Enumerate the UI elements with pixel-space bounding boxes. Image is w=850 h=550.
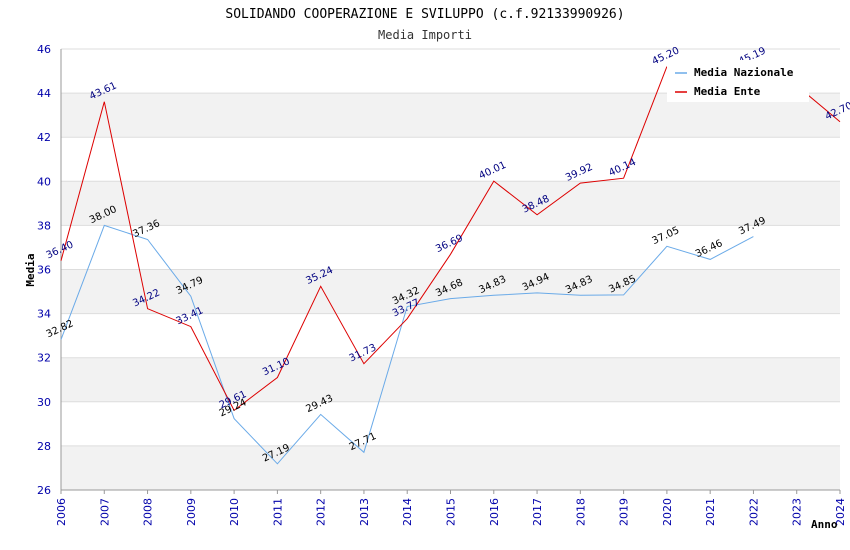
data-label: 36.69 (434, 233, 465, 255)
data-label: 36.46 (694, 238, 725, 260)
y-tick-label: 32 (37, 352, 51, 365)
axes (60, 49, 841, 494)
x-tick-label: 2008 (142, 498, 155, 526)
x-tick-label: 2019 (618, 498, 631, 526)
grid-band (61, 357, 840, 402)
grid-band (61, 269, 840, 314)
x-tick-label: 2022 (747, 498, 760, 526)
x-tick-labels: 2006 2007 2008 2009 2010 2011 2012 2013 2014 2015… (55, 498, 847, 526)
legend-label: Media Nazionale (694, 66, 794, 79)
y-tick-label: 34 (37, 308, 51, 321)
y-tick-label: 28 (37, 440, 51, 453)
x-tick-label: 2015 (445, 498, 458, 526)
y-tick-label: 26 (37, 484, 51, 497)
legend: Media Nazionale Media Ente (667, 60, 809, 102)
data-label: 40.01 (477, 160, 508, 182)
x-tick-label: 2021 (704, 498, 717, 526)
x-tick-label: 2011 (271, 498, 284, 526)
x-tick-label: 2016 (488, 498, 501, 526)
y-tick-label: 38 (37, 219, 51, 232)
grid-bands (61, 93, 840, 490)
x-tick-label: 2020 (661, 498, 674, 526)
y-tick-label: 36 (37, 264, 51, 277)
data-label: 40.14 (607, 157, 638, 179)
x-tick-label: 2012 (315, 498, 328, 526)
x-tick-label: 2018 (574, 498, 587, 526)
x-tick-label: 2013 (358, 498, 371, 526)
y-axis-label: Media (24, 253, 37, 286)
y-tick-label: 42 (37, 131, 51, 144)
y-tick-label: 44 (37, 87, 51, 100)
chart-title: SOLIDANDO COOPERAZIONE E SVILUPPO (c.f.9… (225, 7, 624, 22)
x-tick-label: 2010 (228, 498, 241, 526)
x-tick-label: 2014 (401, 498, 414, 526)
x-tick-label: 2007 (98, 498, 111, 526)
x-tick-label: 2009 (185, 498, 198, 526)
chart-subtitle: Media Importi (378, 28, 472, 42)
y-tick-label: 30 (37, 396, 51, 409)
series-line-media-nazionale (60, 224, 754, 465)
grid-lines (61, 48, 840, 491)
x-tick-label: 2024 (834, 498, 847, 526)
x-tick-label: 2023 (791, 498, 804, 526)
data-label: 36.40 (45, 239, 76, 261)
y-tick-label: 46 (37, 43, 51, 56)
data-label: 37.05 (651, 225, 682, 247)
data-label: 39.92 (564, 162, 595, 184)
x-axis-label: Anno (811, 518, 838, 531)
x-tick-label: 2017 (531, 498, 544, 526)
grid-band (61, 181, 840, 226)
data-label: 32.82 (45, 318, 76, 340)
legend-box (667, 60, 809, 102)
grid-band (61, 445, 840, 490)
x-tick-label: 2006 (55, 498, 68, 526)
y-tick-label: 40 (37, 175, 51, 188)
y-tick-labels: 26 28 30 32 34 36 38 40 42 44 46 (37, 43, 51, 497)
legend-label: Media Ente (694, 85, 761, 98)
